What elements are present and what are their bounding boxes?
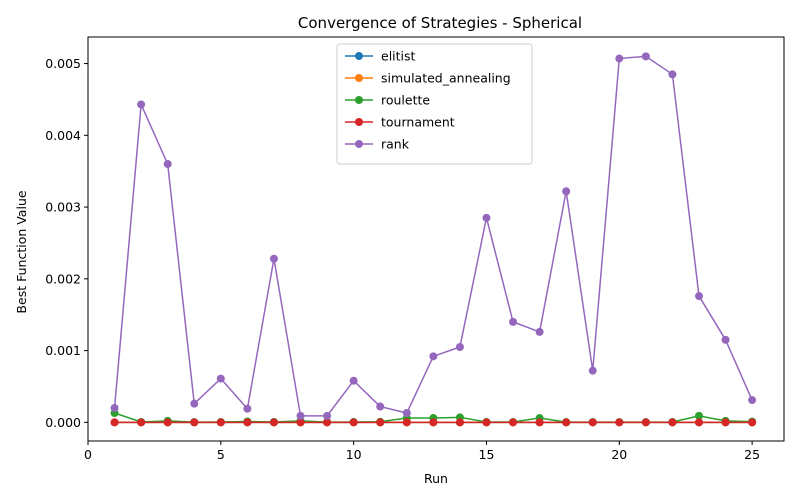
plot-area — [110, 52, 757, 427]
data-point-tournament — [349, 418, 358, 427]
x-tick-label: 5 — [217, 447, 225, 462]
data-point-tournament — [615, 418, 624, 427]
legend-item: tournament — [345, 115, 455, 130]
x-tick-label: 15 — [479, 447, 495, 462]
legend: elitist simulated_annealing roulette tourna… — [336, 43, 533, 165]
x-axis: 0 5 10 15 20 25 — [84, 441, 760, 462]
data-point-rank — [455, 342, 464, 351]
legend-marker — [355, 140, 363, 148]
x-axis-label: Run — [424, 471, 448, 486]
legend-label: rank — [381, 137, 410, 152]
series-tournament — [110, 418, 757, 427]
data-point-tournament — [323, 418, 332, 427]
data-point-roulette — [694, 411, 703, 420]
y-axis: 0.000 0.001 0.002 0.003 0.004 0.005 — [45, 56, 88, 430]
data-point-rank — [216, 374, 225, 383]
data-point-rank — [615, 54, 624, 63]
data-point-rank — [562, 187, 571, 196]
data-point-rank — [429, 352, 438, 361]
data-point-tournament — [190, 418, 199, 427]
x-tick-label: 25 — [744, 447, 760, 462]
x-tick-label: 0 — [84, 447, 92, 462]
data-point-tournament — [376, 418, 385, 427]
y-tick-label: 0.003 — [45, 200, 81, 215]
plot-frame — [87, 36, 785, 442]
data-point-rank — [535, 327, 544, 336]
x-tick-label: 10 — [346, 447, 362, 462]
data-point-tournament — [482, 418, 491, 427]
data-point-rank — [190, 399, 199, 408]
data-point-rank — [402, 409, 411, 418]
data-point-rank — [748, 396, 757, 405]
data-point-tournament — [748, 418, 757, 427]
data-point-tournament — [588, 418, 597, 427]
y-axis-label: Best Function Value — [14, 190, 29, 313]
data-point-tournament — [110, 418, 119, 427]
legend-marker — [355, 118, 363, 126]
data-point-rank — [668, 70, 677, 79]
legend-marker — [355, 74, 363, 82]
legend-label: simulated_annealing — [381, 71, 511, 86]
data-point-rank — [588, 366, 597, 375]
data-point-tournament — [721, 418, 730, 427]
data-point-rank — [482, 213, 491, 222]
data-point-rank — [243, 404, 252, 413]
chart-title: Convergence of Strategies - Spherical — [298, 14, 582, 32]
data-point-tournament — [402, 418, 411, 427]
data-point-rank — [641, 52, 650, 61]
data-point-tournament — [694, 418, 703, 427]
x-tick-label: 20 — [611, 447, 627, 462]
data-point-tournament — [163, 418, 172, 427]
data-point-tournament — [137, 418, 146, 427]
legend-item: simulated_annealing — [345, 71, 511, 86]
y-tick-label: 0.005 — [45, 56, 81, 71]
legend-item: roulette — [345, 93, 430, 108]
data-point-tournament — [296, 418, 305, 427]
data-point-tournament — [668, 418, 677, 427]
data-point-rank — [163, 160, 172, 169]
y-tick-label: 0.002 — [45, 271, 81, 286]
data-point-rank — [376, 402, 385, 411]
data-point-rank — [296, 411, 305, 420]
y-tick-label: 0.004 — [45, 128, 81, 143]
data-point-rank — [349, 376, 358, 385]
y-tick-label: 0.001 — [45, 343, 81, 358]
data-point-tournament — [562, 418, 571, 427]
legend-item: elitist — [345, 49, 416, 64]
data-point-tournament — [455, 418, 464, 427]
data-point-rank — [323, 411, 332, 420]
data-point-rank — [721, 335, 730, 344]
data-point-rank — [137, 100, 146, 109]
data-point-rank — [269, 254, 278, 263]
series-rank — [110, 52, 757, 420]
data-point-tournament — [535, 418, 544, 427]
data-point-rank — [694, 292, 703, 301]
data-point-rank — [110, 403, 119, 412]
data-point-tournament — [429, 418, 438, 427]
data-point-tournament — [509, 418, 518, 427]
legend-box — [336, 43, 533, 165]
data-point-tournament — [269, 418, 278, 427]
y-tick-label: 0.000 — [45, 415, 81, 430]
data-point-tournament — [641, 418, 650, 427]
data-point-tournament — [216, 418, 225, 427]
legend-label: elitist — [381, 49, 416, 64]
data-point-tournament — [243, 418, 252, 427]
legend-marker — [355, 96, 363, 104]
legend-marker — [355, 52, 363, 60]
legend-label: roulette — [381, 93, 430, 108]
data-point-rank — [509, 317, 518, 326]
legend-item: rank — [345, 137, 410, 152]
legend-label: tournament — [381, 115, 455, 130]
